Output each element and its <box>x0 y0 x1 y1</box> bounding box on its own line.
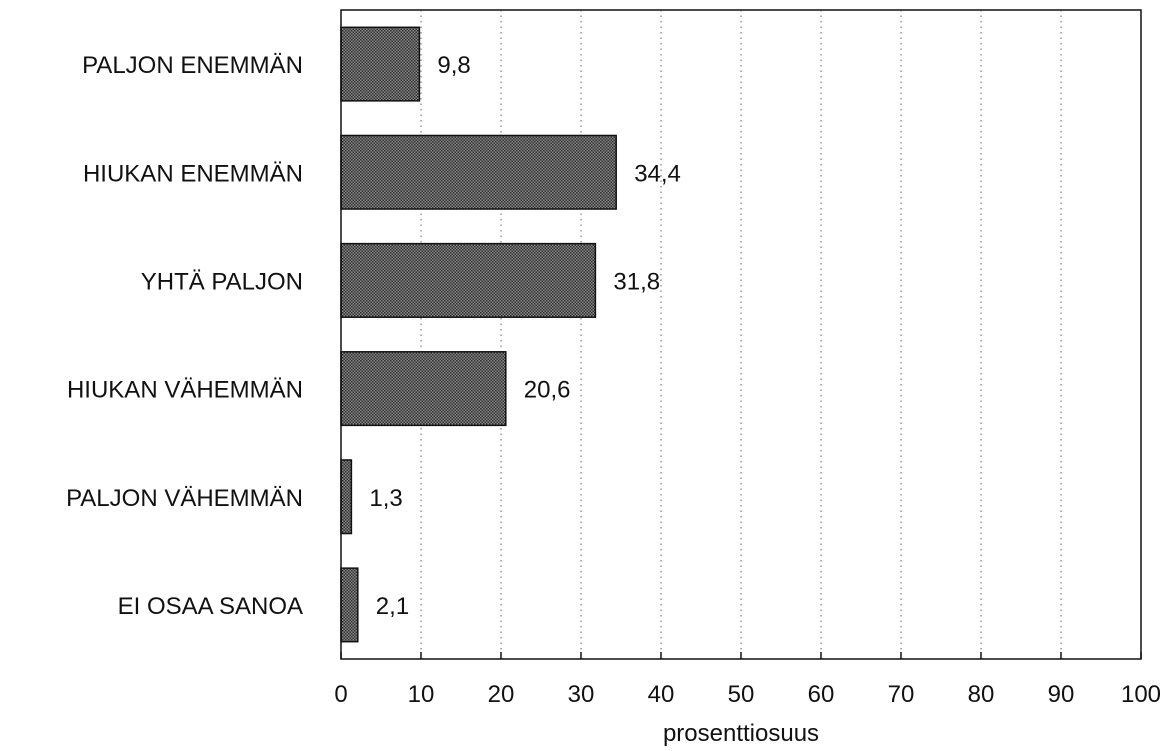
category-label: HIUKAN ENEMMÄN <box>83 160 303 187</box>
category-label: PALJON VÄHEMMÄN <box>66 485 303 512</box>
bar-value-label: 31,8 <box>613 268 660 295</box>
category-label: PALJON ENEMMÄN <box>82 52 303 79</box>
x-axis-title: prosenttiosuus <box>663 720 819 747</box>
bar-value-label: 1,3 <box>369 485 402 512</box>
bar-value-label: 9,8 <box>437 52 470 79</box>
bar <box>340 242 597 318</box>
x-tick-label: 20 <box>488 681 515 708</box>
x-tick-label: 90 <box>1048 681 1075 708</box>
x-tick-label: 50 <box>728 681 755 708</box>
bar <box>340 134 617 210</box>
x-tick-label: 60 <box>808 681 835 708</box>
bar <box>340 459 353 535</box>
grid-lines <box>420 10 1062 659</box>
bar <box>340 351 507 427</box>
x-tick-label: 10 <box>408 681 435 708</box>
category-label: EI OSAA SANOA <box>118 593 303 620</box>
x-tick-label: 0 <box>334 681 347 708</box>
bar-value-label: 34,4 <box>634 160 681 187</box>
x-tick-label: 40 <box>648 681 675 708</box>
category-labels: PALJON ENEMMÄN HIUKAN ENEMMÄN YHTÄ PALJON H… <box>66 52 303 620</box>
category-label: YHTÄ PALJON <box>141 268 303 295</box>
bar-value-label: 2,1 <box>376 593 409 620</box>
x-tick-label: 30 <box>568 681 595 708</box>
category-label: HIUKAN VÄHEMMÄN <box>67 377 303 404</box>
x-axis-ticks: 0 10 20 30 40 50 60 70 80 90 100 <box>334 652 1161 708</box>
x-tick-label: 70 <box>888 681 915 708</box>
bars: 9,8 34,4 31,8 20,6 1,3 2,1 <box>340 26 681 643</box>
x-tick-label: 100 <box>1121 681 1161 708</box>
bar <box>340 26 421 102</box>
bar <box>340 567 359 643</box>
bar-value-label: 20,6 <box>524 377 571 404</box>
x-tick-label: 80 <box>968 681 995 708</box>
